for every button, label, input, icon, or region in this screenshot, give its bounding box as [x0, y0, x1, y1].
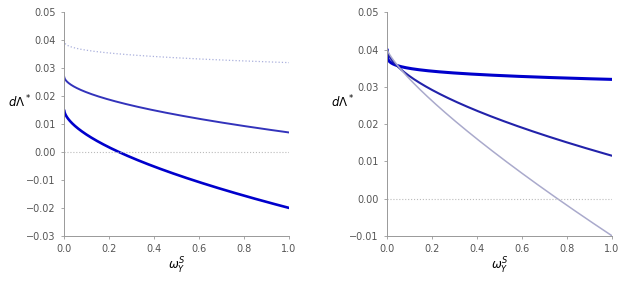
X-axis label: $\omega_Y^S$: $\omega_Y^S$	[491, 256, 508, 276]
Y-axis label: $d\Lambda^*$: $d\Lambda^*$	[330, 94, 354, 111]
Y-axis label: $d\Lambda^*$: $d\Lambda^*$	[8, 94, 31, 111]
X-axis label: $\omega_Y^S$: $\omega_Y^S$	[168, 256, 185, 276]
